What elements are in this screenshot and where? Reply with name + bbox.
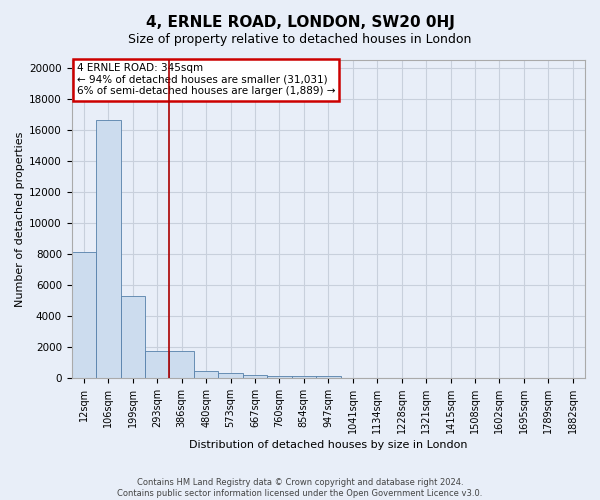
Text: Size of property relative to detached houses in London: Size of property relative to detached ho… (128, 32, 472, 46)
Text: Contains HM Land Registry data © Crown copyright and database right 2024.
Contai: Contains HM Land Registry data © Crown c… (118, 478, 482, 498)
Text: 4, ERNLE ROAD, LONDON, SW20 0HJ: 4, ERNLE ROAD, LONDON, SW20 0HJ (146, 15, 454, 30)
Bar (169, 352, 194, 378)
Bar (145, 352, 169, 378)
Bar (316, 376, 341, 378)
Bar (121, 296, 145, 378)
Bar (71, 252, 96, 378)
Bar (96, 120, 121, 378)
Text: 4 ERNLE ROAD: 345sqm
← 94% of detached houses are smaller (31,031)
6% of semi-de: 4 ERNLE ROAD: 345sqm ← 94% of detached h… (77, 63, 335, 96)
Y-axis label: Number of detached properties: Number of detached properties (15, 131, 25, 306)
Bar (218, 373, 243, 378)
Bar (194, 371, 218, 378)
X-axis label: Distribution of detached houses by size in London: Distribution of detached houses by size … (189, 440, 467, 450)
Bar (292, 376, 316, 378)
Bar (267, 376, 292, 378)
Bar (243, 374, 267, 378)
